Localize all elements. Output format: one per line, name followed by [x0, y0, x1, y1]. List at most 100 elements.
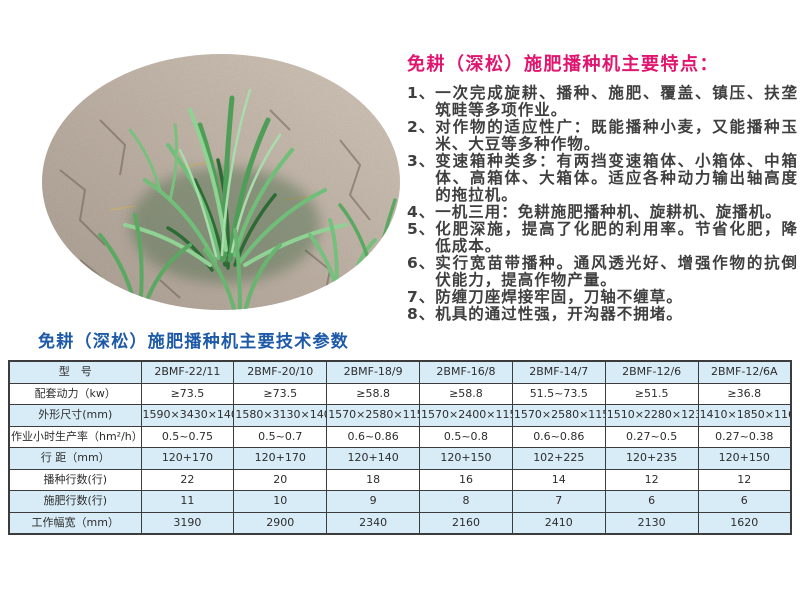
feature-text: 对作物的适应性广：既能播种小麦，又能播种玉米、大豆等多种作物。 [435, 118, 798, 153]
table-cell: 2160 [419, 511, 513, 535]
table-cell: 2BMF-14/7 [511, 360, 606, 384]
table-cell: 12 [697, 468, 792, 491]
table-cell: 7 [511, 490, 606, 513]
table-cell: 6 [604, 490, 699, 513]
feature-number: 5、 [407, 220, 436, 238]
table-cell: 0.27~0.38 [697, 425, 792, 448]
wheat-seedlings-photo [42, 54, 400, 310]
feature-text: 防缠刀座焊接牢固，刀轴不缠草。 [435, 288, 683, 306]
feature-number: 2、 [407, 118, 436, 136]
feature-number: 8、 [407, 305, 436, 323]
specs-title: 免耕（深松）施肥播种机主要技术参数 [38, 332, 350, 352]
table-row-model: 型 号 2BMF-22/11 2BMF-20/10 2BMF-18/9 2BMF… [8, 360, 792, 384]
table-cell: 1410×1850×1160 [697, 404, 792, 427]
table-cell: 120+150 [419, 447, 513, 470]
table-cell: 22 [140, 468, 235, 491]
feature-text: 变速箱种类多：有两挡变速箱体、小箱体、中箱体、高箱体、大箱体。适应各种动力输出轴… [435, 152, 798, 204]
row-label: 行 距（mm） [8, 447, 142, 470]
table-row-fert-rows: 施肥行数(行) 11 10 9 8 7 6 6 [8, 490, 792, 513]
row-label: 作业小时生产率（hm²/h） [8, 425, 142, 448]
table-row-productivity: 作业小时生产率（hm²/h） 0.5~0.75 0.5~0.7 0.6~0.86… [8, 425, 792, 448]
table-cell: 2BMF-18/9 [326, 360, 421, 384]
table-row-power: 配套动力（kw） ≥73.5 ≥73.5 ≥58.8 ≥58.8 51.5~73… [8, 382, 792, 405]
table-cell: 1580×3130×1400 [233, 404, 328, 427]
table-row-working-width: 工作幅宽（mm） 3190 2900 2340 2160 2410 2130 1… [8, 511, 792, 535]
table-cell: 16 [419, 468, 513, 491]
feature-text: 一机三用：免耕施肥播种机、旋耕机、旋播机。 [435, 203, 782, 221]
table-cell: 120+170 [140, 447, 235, 470]
table-cell: 102+225 [511, 447, 606, 470]
feature-item-4: 4、 一机三用：免耕施肥播种机、旋耕机、旋播机。 [407, 204, 798, 221]
table-cell: 2BMF-16/8 [419, 360, 513, 384]
table-cell: 10 [233, 490, 328, 513]
table-cell: 1570×2580×1150 [326, 404, 421, 427]
feature-item-7: 7、 防缠刀座焊接牢固，刀轴不缠草。 [407, 289, 798, 306]
table-cell: 2BMF-20/10 [233, 360, 328, 384]
table-cell: 0.6~0.86 [511, 425, 606, 448]
specs-table: 型 号 2BMF-22/11 2BMF-20/10 2BMF-18/9 2BMF… [8, 360, 792, 535]
table-cell: 0.5~0.8 [419, 425, 513, 448]
table-cell: 2130 [604, 511, 699, 535]
feature-text: 一次完成旋耕、播种、施肥、覆盖、镇压、扶垄筑畦等多项作业。 [435, 84, 798, 119]
table-cell: 8 [419, 490, 513, 513]
table-cell: 2900 [233, 511, 328, 535]
table-cell: 1570×2400×1150 [419, 404, 513, 427]
row-label: 配套动力（kw） [8, 382, 142, 405]
row-label: 播种行数(行) [8, 468, 142, 491]
table-cell: ≥51.5 [604, 382, 699, 405]
feature-number: 4、 [407, 203, 436, 221]
table-row-seed-rows: 播种行数(行) 22 20 18 16 14 12 12 [8, 468, 792, 491]
table-cell: 0.5~0.7 [233, 425, 328, 448]
table-cell: 2410 [511, 511, 606, 535]
table-cell: 2340 [326, 511, 421, 535]
feature-number: 3、 [407, 152, 436, 170]
table-cell: 14 [511, 468, 606, 491]
table-cell: 9 [326, 490, 421, 513]
row-label: 外形尺寸(mm) [8, 404, 142, 427]
table-row-dimensions: 外形尺寸(mm) 1590×3430×1400 1580×3130×1400 1… [8, 404, 792, 427]
table-cell: 6 [697, 490, 792, 513]
table-cell: 120+150 [697, 447, 792, 470]
features-title: 免耕（深松）施肥播种机主要特点： [407, 54, 719, 75]
feature-item-6: 6、 实行宽苗带播种。通风透光好、增强作物的抗倒伏能力，提高作物产量。 [407, 255, 798, 289]
table-cell: 1620 [697, 511, 792, 535]
table-cell: 3190 [140, 511, 235, 535]
feature-number: 1、 [407, 84, 436, 102]
table-cell: 1590×3430×1400 [140, 404, 235, 427]
table-row-spacing: 行 距（mm） 120+170 120+170 120+140 120+150 … [8, 447, 792, 470]
feature-item-8: 8、 机具的通过性强，开沟器不拥堵。 [407, 306, 798, 323]
features-section: 免耕（深松）施肥播种机主要特点： 1、 一次完成旋耕、播种、施肥、覆盖、镇压、扶… [407, 53, 798, 323]
table-cell: 2BMF-12/6 [604, 360, 699, 384]
table-cell: ≥73.5 [140, 382, 235, 405]
table-cell: 0.27~0.5 [604, 425, 699, 448]
table-cell: 2BMF-12/6A [697, 360, 792, 384]
feature-item-1: 1、 一次完成旋耕、播种、施肥、覆盖、镇压、扶垄筑畦等多项作业。 [407, 85, 798, 119]
table-cell: 0.5~0.75 [140, 425, 235, 448]
row-label: 工作幅宽（mm） [8, 511, 142, 535]
table-cell: 20 [233, 468, 328, 491]
feature-item-3: 3、 变速箱种类多：有两挡变速箱体、小箱体、中箱体、高箱体、大箱体。适应各种动力… [407, 153, 798, 204]
table-cell: 1510×2280×1230 [604, 404, 699, 427]
row-label: 型 号 [8, 360, 142, 384]
table-cell: 120+170 [233, 447, 328, 470]
table-cell: 120+235 [604, 447, 699, 470]
table-cell: ≥58.8 [326, 382, 421, 405]
table-cell: 2BMF-22/11 [140, 360, 235, 384]
table-cell: 12 [604, 468, 699, 491]
feature-number: 7、 [407, 288, 436, 306]
table-cell: ≥36.8 [697, 382, 792, 405]
table-cell: ≥73.5 [233, 382, 328, 405]
table-cell: 51.5~73.5 [511, 382, 606, 405]
feature-text: 化肥深施，提高了化肥的利用率。节省化肥，降低成本。 [435, 220, 798, 255]
row-label: 施肥行数(行) [8, 490, 142, 513]
feature-item-2: 2、 对作物的适应性广：既能播种小麦，又能播种玉米、大豆等多种作物。 [407, 119, 798, 153]
feature-text: 实行宽苗带播种。通风透光好、增强作物的抗倒伏能力，提高作物产量。 [435, 254, 798, 289]
table-cell: 18 [326, 468, 421, 491]
table-cell: 11 [140, 490, 235, 513]
table-cell: 1570×2580×1150 [511, 404, 606, 427]
feature-text: 机具的通过性强，开沟器不拥堵。 [435, 305, 683, 323]
table-cell: ≥58.8 [419, 382, 513, 405]
feature-item-5: 5、 化肥深施，提高了化肥的利用率。节省化肥，降低成本。 [407, 221, 798, 255]
table-cell: 120+140 [326, 447, 421, 470]
feature-number: 6、 [407, 254, 436, 272]
